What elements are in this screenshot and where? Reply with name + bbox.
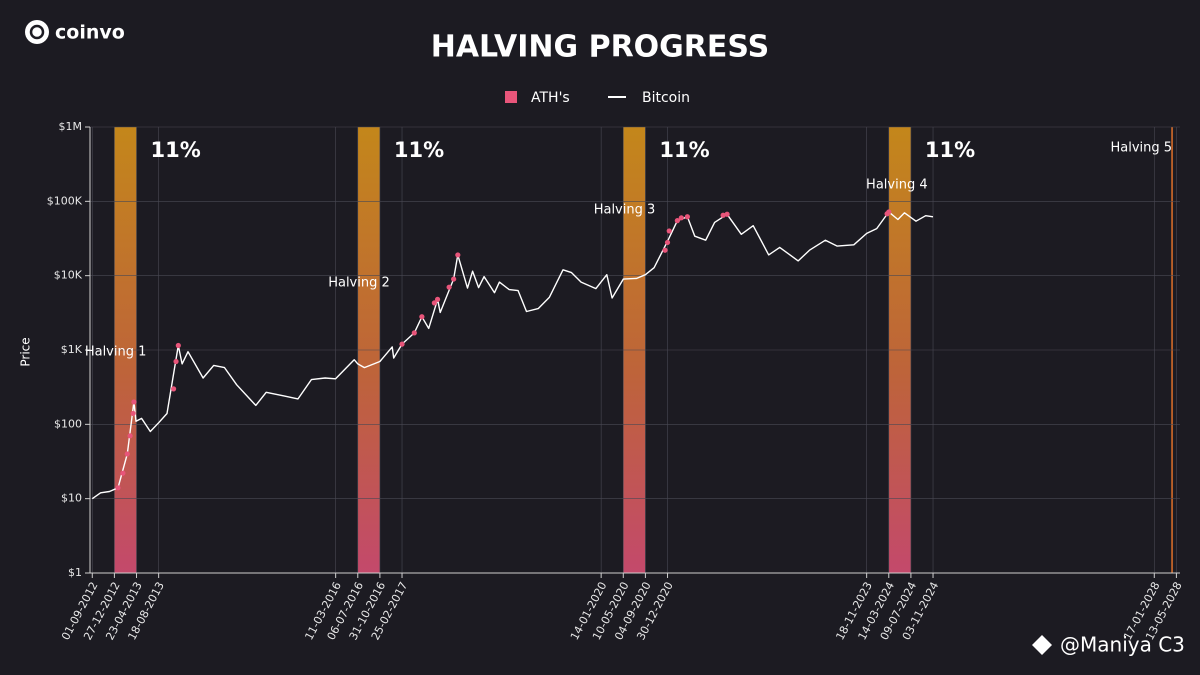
halving-label: Halving 2 [328,276,390,291]
ath-point [120,470,126,476]
ath-point [684,214,690,220]
legend-label: ATH's [531,90,570,106]
ath-point [175,342,181,349]
halving-label: Halving 1 [85,345,147,360]
chart-title: HALVING PROGRESS [431,30,770,65]
y-axis-label: Price [19,337,33,366]
legend-label: Bitcoin [642,90,690,106]
ath-point [664,239,671,246]
ath-point [434,296,441,302]
halving-percent: 11% [394,138,444,162]
watermark-icon [1032,635,1052,655]
halving-percent: 11% [659,138,709,162]
ath-point [431,300,437,306]
watermark-text: @Maniya C3 [1060,633,1185,657]
ath-point [131,399,137,405]
ath-point [446,284,452,290]
y-tick-label: $10 [61,492,82,505]
ath-point [115,485,121,491]
logo-icon [25,20,49,44]
ath-point [674,218,680,224]
halving-label: Halving 4 [866,178,928,193]
y-tick-label: $10K [54,269,83,282]
ath-point [419,314,425,320]
ath-point [720,212,726,218]
y-tick-label: $100 [54,417,82,430]
watermark: @Maniya C3 [1032,633,1185,657]
logo-text: coinvo [55,22,125,44]
legend-swatch [505,91,517,103]
ath-point [662,247,668,253]
y-tick-label: $100K [47,194,83,207]
ath-point [678,215,684,221]
ath-point [127,433,133,439]
halving-label: Halving 5 [1110,141,1172,156]
ath-point [724,211,730,217]
ath-point [666,228,672,234]
halving-percent: 11% [151,138,201,162]
ath-point [173,358,179,365]
logo-icon-inner [29,24,45,40]
logo: coinvo [25,20,125,44]
ath-point [399,341,405,347]
ath-point [451,276,457,282]
ath-point [886,209,892,215]
halving-label: Halving 3 [594,203,656,218]
ath-point [170,386,177,392]
ath-point [411,330,417,336]
y-tick-label: $1K [61,343,83,356]
y-tick-label: $1M [59,120,83,133]
halving-percent: 11% [925,138,975,162]
ath-point [455,252,461,258]
legend: ATH's Bitcoin [505,90,690,106]
price-line [91,211,934,500]
ath-point [124,451,130,457]
y-tick-label: $1 [68,566,82,579]
ath-point [130,410,136,417]
